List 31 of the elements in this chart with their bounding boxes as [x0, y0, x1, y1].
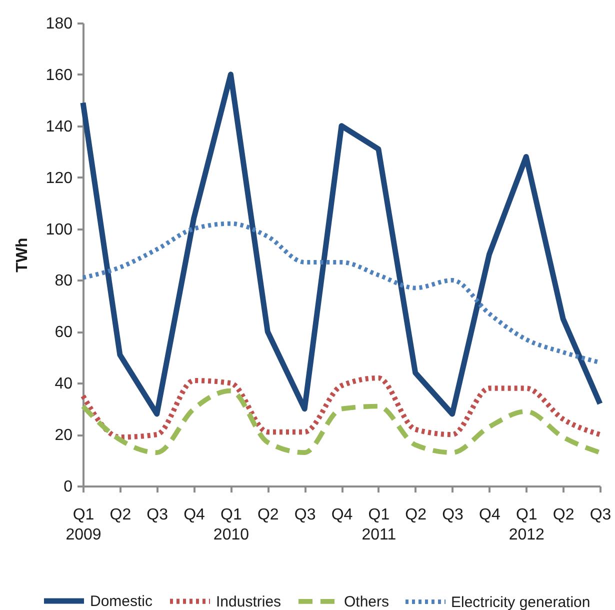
x-tick-label: Q3: [590, 506, 612, 524]
x-tick-label: Q4: [479, 506, 500, 524]
x-tick-label: Q3: [442, 506, 464, 524]
x-tick-label: Q4: [331, 506, 353, 524]
x-tick-label: Q4: [184, 506, 206, 524]
y-tick-label: 0: [64, 478, 73, 496]
x-tick-label: Q2: [552, 506, 574, 524]
y-tick-label: 40: [54, 376, 73, 393]
y-tick-label: 120: [46, 170, 73, 187]
y-tick-label: 160: [46, 66, 73, 84]
x-tick-label: Q2: [110, 506, 132, 524]
legend-label: Industries: [216, 593, 282, 610]
x-tick-label: Q1 2010: [213, 506, 250, 544]
legend-label: Others: [344, 593, 390, 610]
x-tick-label: Q1 2011: [362, 506, 396, 544]
legend-label: Domestic: [90, 593, 154, 610]
x-tick-label: Q1 2009: [66, 506, 102, 544]
line-series: [80, 388, 602, 455]
y-tick-label: 180: [46, 16, 73, 32]
x-tick-label: Q2: [405, 506, 427, 524]
y-tick-label: 60: [54, 324, 73, 342]
y-tick-label: 100: [46, 221, 73, 238]
x-tick-label: Q1 2012: [508, 506, 545, 544]
y-axis-title: TWh: [14, 238, 31, 272]
legend-label: Electricity generation: [451, 594, 590, 610]
y-tick-label: 80: [54, 272, 73, 290]
y-tick-label: 20: [54, 427, 73, 444]
y-tick-label: 140: [46, 118, 73, 136]
x-tick-label: Q2: [257, 506, 279, 524]
x-tick-label: Q3: [294, 506, 316, 524]
x-tick-label: Q3: [146, 506, 168, 524]
